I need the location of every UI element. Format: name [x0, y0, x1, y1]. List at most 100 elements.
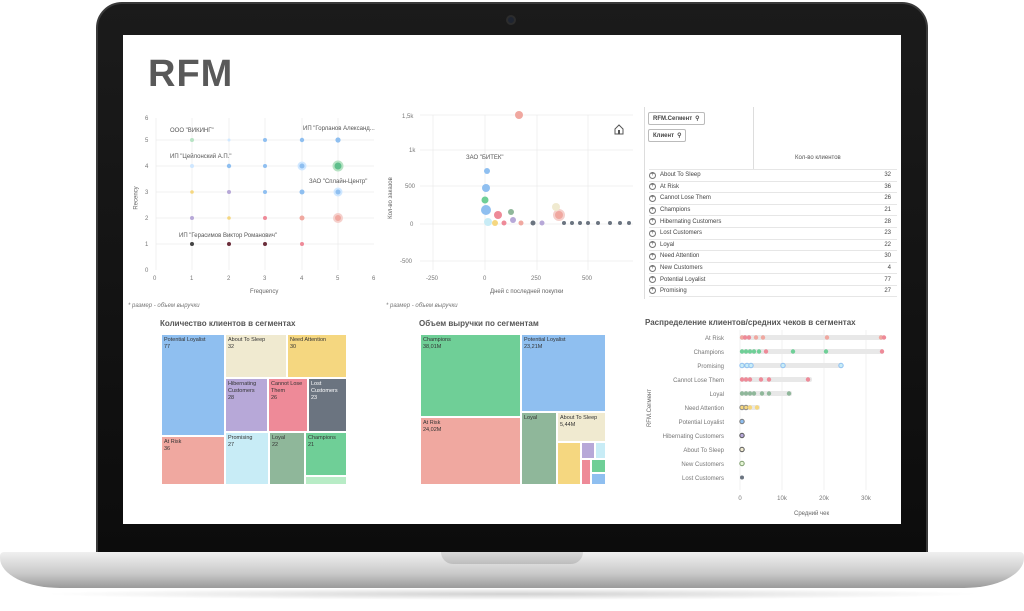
- y-tick: 4: [145, 164, 149, 170]
- treemap-cell[interactable]: [581, 459, 591, 485]
- category-label: Lost Customers: [682, 476, 724, 482]
- category-label: Potential Loyalist: [679, 420, 725, 426]
- dotplot-title: Распределение клиентов/средних чеков в с…: [645, 318, 856, 327]
- table-row[interactable]: + Cannot Lose Them 26: [649, 192, 897, 204]
- segment-table: [644, 107, 898, 299]
- table-row[interactable]: + Promising 27: [649, 285, 897, 297]
- search-icon: ⚲: [677, 133, 682, 139]
- treemap-cell[interactable]: Need Attention 30: [287, 334, 347, 378]
- screen: RFM 0 1 2 3 4 5 6 0 1 2 3 4 5 6: [123, 35, 901, 524]
- treemap-cell[interactable]: About To Sleep 32: [225, 334, 287, 378]
- y-tick: 5: [145, 138, 149, 144]
- x-axis-label: Средний чек: [794, 511, 830, 517]
- x-axis-label: Frequency: [250, 289, 279, 295]
- x-tick: 250: [531, 276, 542, 282]
- expand-icon[interactable]: +: [649, 252, 656, 260]
- treemap-cell[interactable]: About To Sleep 5,44M: [557, 412, 606, 442]
- page-title: RFM: [148, 53, 234, 95]
- scatter-annotation: ЗАО "БИТЕК": [466, 155, 504, 161]
- x-tick: 0: [483, 276, 487, 282]
- treemap-cell[interactable]: [581, 442, 595, 459]
- treemap-cell[interactable]: Promising 27: [225, 432, 269, 485]
- treemap2-title: Объем выручки по сегментам: [419, 319, 539, 328]
- orders-days-scatter[interactable]: -250 0 250 500 -500 0 500 1k 1,5k: [388, 110, 638, 290]
- revenue-treemap[interactable]: Champions 38,01M Potential Loyalist 23,21M…: [420, 334, 606, 485]
- y-tick: 2: [145, 216, 149, 222]
- x-tick: 5: [336, 276, 340, 282]
- y-tick: -500: [400, 259, 413, 265]
- x-tick: 2: [227, 276, 231, 282]
- customer-count-treemap[interactable]: Potential Loyalist 77 About To Sleep 32 Ne…: [161, 334, 347, 485]
- expand-icon[interactable]: +: [649, 183, 656, 191]
- x-tick: 0: [153, 276, 157, 282]
- laptop-shadow: [40, 588, 984, 600]
- table-row[interactable]: + Potential Loyalist 77: [649, 273, 897, 285]
- treemap-cell[interactable]: [591, 459, 606, 473]
- table-row[interactable]: + About To Sleep 32: [649, 169, 897, 181]
- scatter-note: * размер - объем выручки: [386, 303, 458, 309]
- expand-icon[interactable]: +: [649, 206, 656, 214]
- table-row[interactable]: + New Customers 4: [649, 261, 897, 274]
- category-label: Need Attention: [685, 406, 724, 412]
- scatter-annotation: ООО "ВИКИНГ": [170, 128, 214, 134]
- treemap-cell[interactable]: [595, 442, 606, 459]
- expand-icon[interactable]: +: [649, 194, 656, 202]
- treemap-cell[interactable]: Loyal 22: [269, 432, 305, 485]
- category-label: Cannot Lose Them: [673, 378, 724, 384]
- treemap-cell[interactable]: Hibernating Customers 28: [225, 378, 268, 432]
- expand-icon[interactable]: +: [649, 229, 656, 237]
- recency-frequency-scatter[interactable]: 0 1 2 3 4 5 6 0 1 2 3 4 5 6: [128, 110, 383, 300]
- treemap-cell[interactable]: [305, 476, 347, 485]
- treemap-cell[interactable]: Champions 21: [305, 432, 347, 476]
- treemap-cell[interactable]: [557, 442, 581, 485]
- table-row[interactable]: + At Risk 36: [649, 180, 897, 193]
- treemap-cell[interactable]: Cannot Lose Them 26: [268, 378, 308, 432]
- table-row[interactable]: + Need Attention 30: [649, 250, 897, 262]
- y-tick: 1,5k: [402, 114, 414, 120]
- treemap-cell[interactable]: Loyal: [521, 412, 557, 485]
- segment-dotplot[interactable]: At Risk Champions Promising Cannot Lose …: [643, 330, 901, 522]
- x-tick: 6: [372, 276, 376, 282]
- y-tick: 1k: [409, 148, 416, 154]
- treemap-cell[interactable]: Potential Loyalist 23,21M: [521, 334, 606, 412]
- treemap-cell[interactable]: Potential Loyalist 77: [161, 334, 225, 436]
- expand-icon[interactable]: +: [649, 287, 656, 295]
- table-row[interactable]: + Loyal 22: [649, 238, 897, 251]
- x-tick: 0: [738, 496, 742, 502]
- home-icon[interactable]: [614, 124, 624, 135]
- category-label: Promising: [697, 364, 724, 370]
- expand-icon[interactable]: +: [649, 276, 656, 284]
- y-tick: 500: [405, 184, 416, 190]
- expand-icon[interactable]: +: [649, 218, 656, 226]
- segment-filter-button[interactable]: RFM.Сегмент ⚲: [648, 112, 705, 125]
- laptop-notch: [441, 552, 583, 564]
- treemap-cell[interactable]: [591, 473, 606, 485]
- y-tick: 6: [145, 116, 149, 122]
- expand-icon[interactable]: +: [649, 171, 656, 179]
- table-row[interactable]: + Champions 21: [649, 203, 897, 216]
- expand-icon[interactable]: +: [649, 264, 656, 272]
- filter-label: RFM.Сегмент: [653, 115, 693, 122]
- search-icon: ⚲: [695, 116, 700, 122]
- x-tick: 10k: [777, 496, 788, 502]
- scatter-annotation: ИП "Цейлонский А.П.": [170, 153, 232, 160]
- expand-icon[interactable]: +: [649, 241, 656, 249]
- treemap-cell[interactable]: At Risk 36: [161, 436, 225, 485]
- client-filter-button[interactable]: Клиент ⚲: [648, 129, 687, 142]
- x-tick: 4: [300, 276, 304, 282]
- camera-icon: [506, 15, 516, 25]
- category-label: At Risk: [705, 336, 725, 342]
- y-tick: 0: [410, 222, 414, 228]
- treemap-cell[interactable]: At Risk 24,02M: [420, 417, 521, 485]
- y-axis-label: Кол-во заказов: [387, 177, 394, 219]
- x-axis-label: Дней с последней покупки: [490, 289, 564, 295]
- x-tick: -250: [426, 276, 439, 282]
- table-row[interactable]: + Hibernating Customers 28: [649, 215, 897, 227]
- scatter-annotation: ИП "Горланов Александ...: [303, 126, 375, 132]
- scatter-annotation: ИП "Герасимов Виктор Романович": [179, 233, 277, 239]
- table-row[interactable]: + Lost Customers 23: [649, 227, 897, 239]
- category-label: Loyal: [710, 392, 724, 398]
- x-tick: 30k: [861, 496, 872, 502]
- treemap-cell[interactable]: Lost Customers 23: [308, 378, 347, 432]
- treemap-cell[interactable]: Champions 38,01M: [420, 334, 521, 417]
